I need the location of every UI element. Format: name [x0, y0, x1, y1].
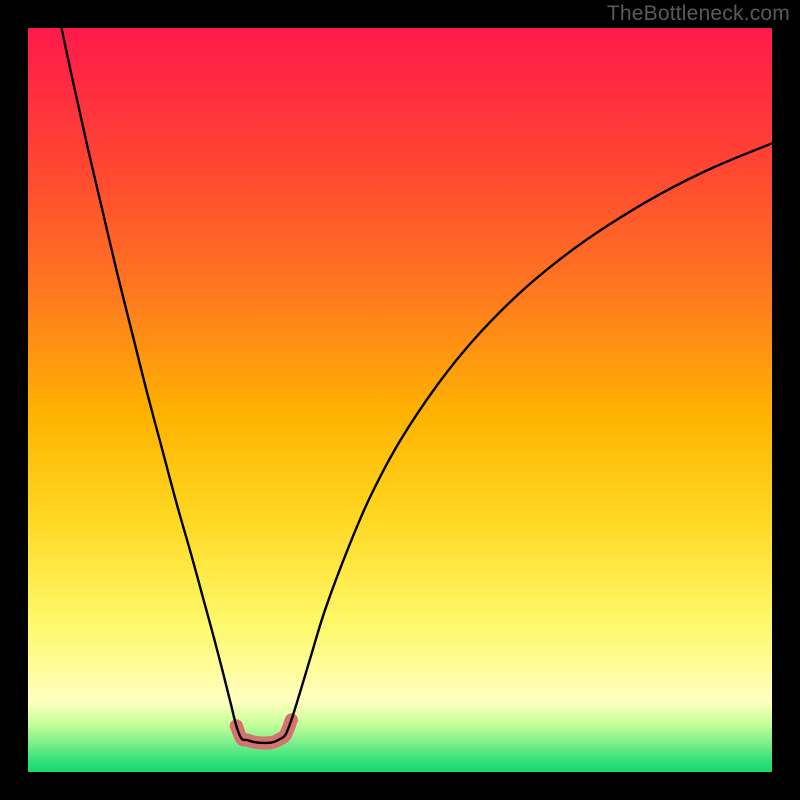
plot-area	[28, 28, 772, 772]
curve-layer	[28, 28, 772, 772]
bottleneck-curve	[61, 28, 772, 743]
watermark-text: TheBottleneck.com	[607, 2, 790, 26]
chart-frame: TheBottleneck.com	[0, 0, 800, 800]
